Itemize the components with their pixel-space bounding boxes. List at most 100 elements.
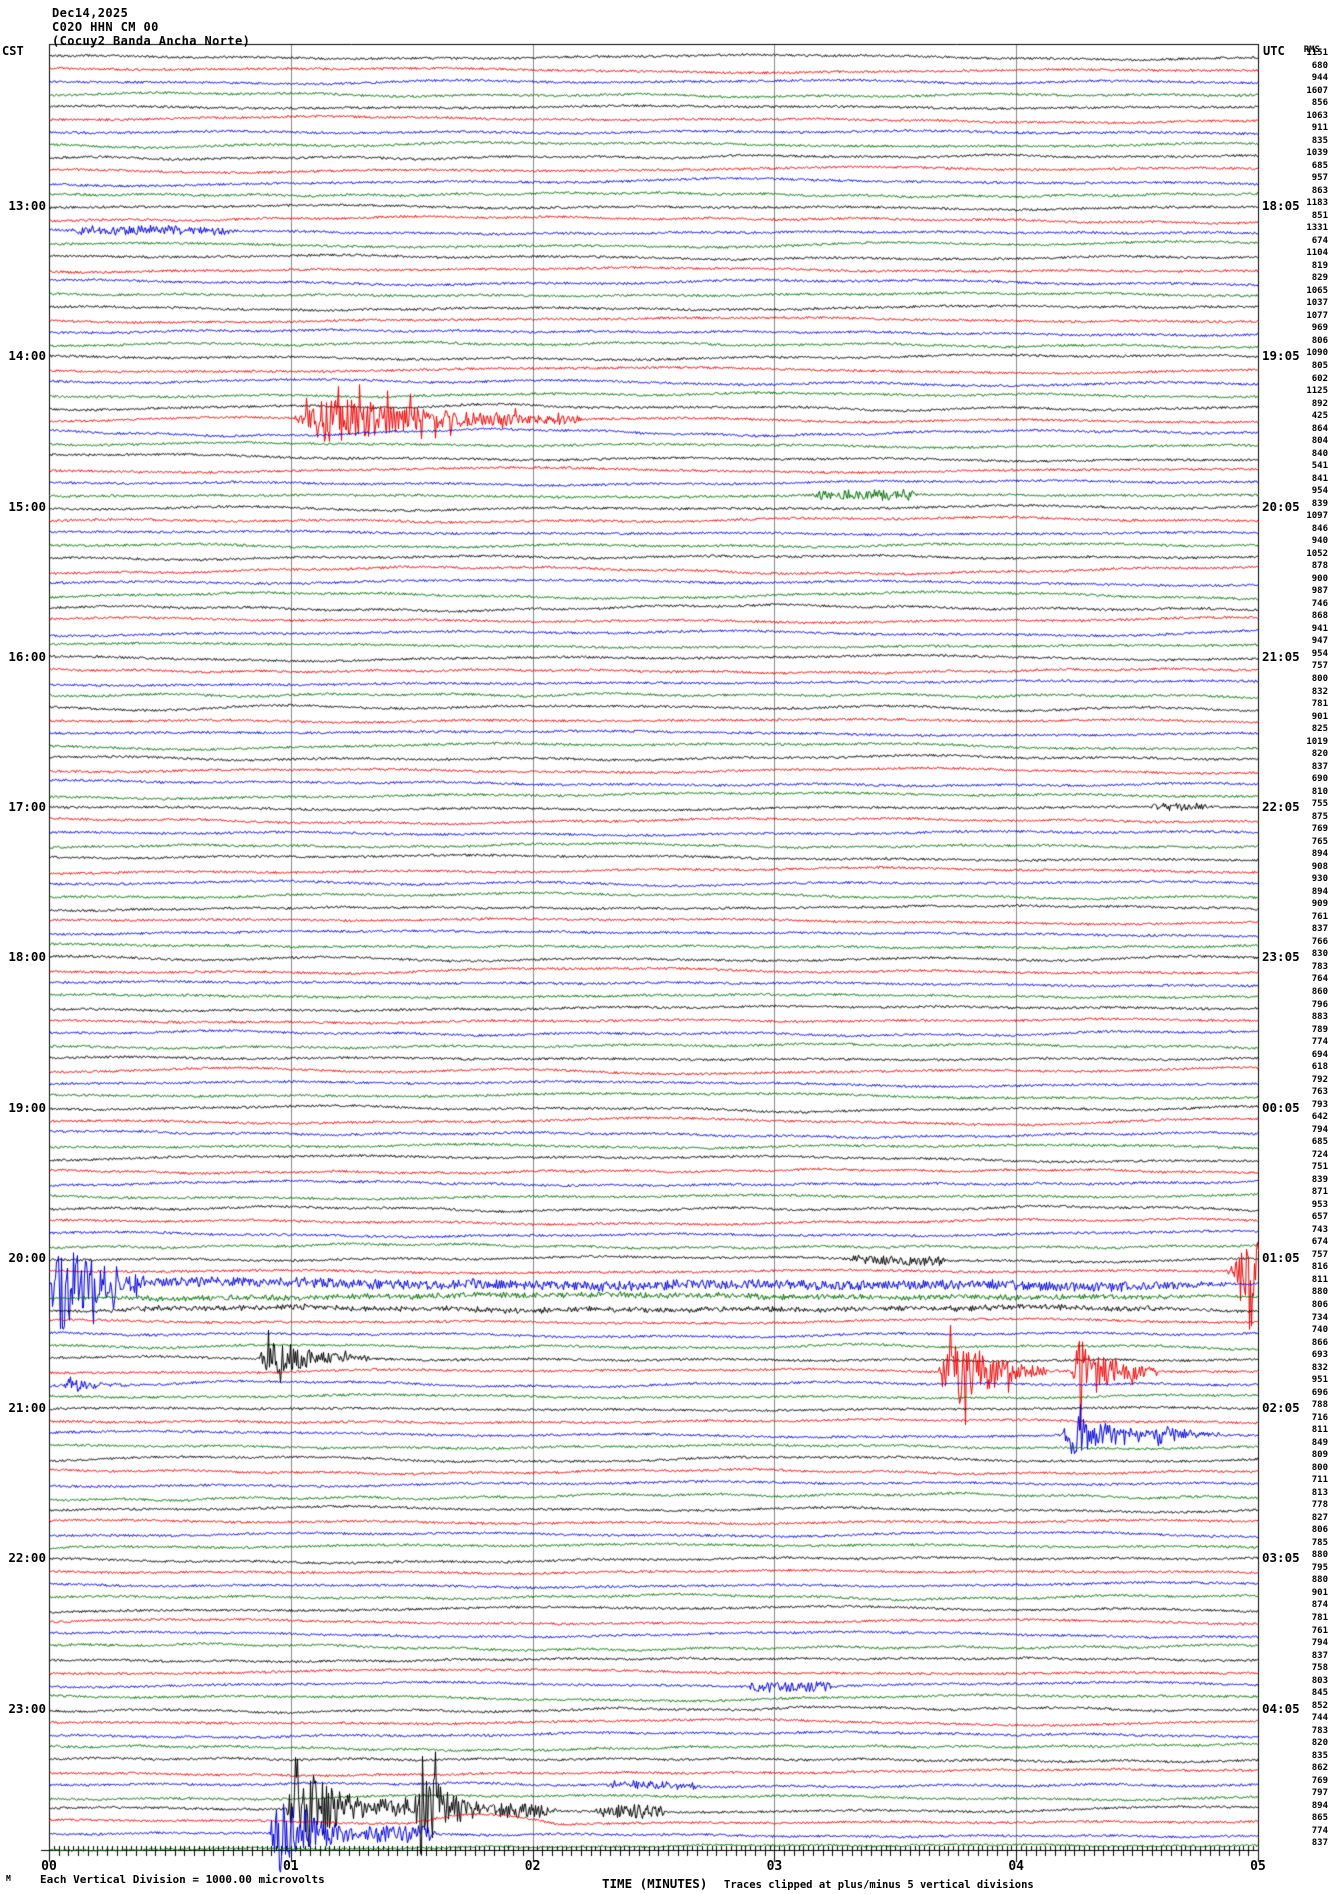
rms-value: 880 <box>1311 1575 1328 1586</box>
rms-value: 788 <box>1311 1400 1328 1411</box>
rms-value: 761 <box>1311 911 1328 922</box>
right-timezone-label: UTC <box>1263 44 1285 58</box>
minute-tick-label: 04 <box>1008 1859 1025 1874</box>
rms-value: 969 <box>1311 323 1328 334</box>
utc-hour-label: 18:05 <box>1262 198 1300 214</box>
cst-hour-label: 22:00 <box>8 1550 46 1566</box>
rms-value: 757 <box>1311 661 1328 672</box>
cst-hour-label: 14:00 <box>8 348 46 364</box>
rms-value: 863 <box>1311 185 1328 196</box>
rms-value: 851 <box>1311 210 1328 221</box>
rms-value: 806 <box>1311 1525 1328 1536</box>
rms-value: 1063 <box>1306 110 1328 121</box>
rms-value: 837 <box>1311 1650 1328 1661</box>
rms-value: 657 <box>1311 1212 1328 1223</box>
rms-value: 783 <box>1311 1725 1328 1736</box>
rms-value: 865 <box>1311 1813 1328 1824</box>
rms-value: 832 <box>1311 1362 1328 1373</box>
rms-value: 1090 <box>1306 348 1328 359</box>
rms-value: 868 <box>1311 611 1328 622</box>
left-timezone-label: CST <box>2 44 24 58</box>
rms-value: 849 <box>1311 1437 1328 1448</box>
rms-value: 805 <box>1311 361 1328 371</box>
rms-value: 769 <box>1311 824 1328 835</box>
rms-value: 901 <box>1311 711 1328 722</box>
rms-value: 724 <box>1311 1149 1328 1160</box>
rms-value: 744 <box>1311 1713 1328 1724</box>
rms-value: 602 <box>1311 373 1328 384</box>
cst-hour-label: 20:00 <box>8 1249 46 1265</box>
rms-value: 1077 <box>1306 310 1328 321</box>
rms-value: 856 <box>1311 98 1328 109</box>
rms-value: 820 <box>1311 749 1328 760</box>
utc-hour-label: 19:05 <box>1262 348 1300 364</box>
rms-value: 796 <box>1311 999 1328 1010</box>
utc-hour-label: 02:05 <box>1262 1400 1300 1416</box>
rms-value: 642 <box>1311 1112 1328 1123</box>
cst-hour-label: 17:00 <box>8 799 46 815</box>
utc-hour-label: 04:05 <box>1262 1700 1300 1716</box>
rms-value: 743 <box>1311 1224 1328 1235</box>
rms-value: 894 <box>1311 849 1328 860</box>
rms-value: 680 <box>1311 60 1328 71</box>
rms-value: 957 <box>1311 173 1328 184</box>
scale-marker-glyph: M <box>6 1874 11 1883</box>
rms-value: 819 <box>1311 260 1328 271</box>
rms-value: 839 <box>1311 498 1328 509</box>
rms-value: 757 <box>1311 1249 1328 1260</box>
rms-value: 875 <box>1311 811 1328 822</box>
minute-tick-label: 00 <box>41 1859 57 1874</box>
rms-value: 696 <box>1311 1387 1328 1398</box>
rms-value: 789 <box>1311 1024 1328 1035</box>
rms-value: 425 <box>1311 411 1328 422</box>
rms-value: 774 <box>1311 1037 1328 1048</box>
rms-value: 951 <box>1311 1375 1328 1386</box>
station-code: C02O HHN CM 00 <box>52 20 159 34</box>
rms-value: 763 <box>1311 1087 1328 1098</box>
rms-value: 832 <box>1311 686 1328 697</box>
rms-value: 820 <box>1311 1738 1328 1749</box>
utc-hour-label: 20:05 <box>1262 498 1300 514</box>
cst-hour-label: 21:00 <box>8 1400 46 1416</box>
rms-value: 894 <box>1311 886 1328 897</box>
rms-value: 880 <box>1311 1287 1328 1298</box>
rms-value: 944 <box>1311 73 1328 84</box>
rms-value: 674 <box>1311 235 1328 246</box>
rms-value: 845 <box>1311 1688 1328 1699</box>
rms-value: 800 <box>1311 1462 1328 1473</box>
rms-value: 810 <box>1311 786 1328 797</box>
rms-value: 804 <box>1311 436 1328 447</box>
rms-value: 954 <box>1311 648 1328 659</box>
rms-value: 795 <box>1311 1562 1328 1573</box>
rms-value: 837 <box>1311 1838 1328 1849</box>
rms-value: 685 <box>1311 1137 1328 1148</box>
rms-value: 813 <box>1311 1487 1328 1498</box>
rms-value: 911 <box>1311 123 1328 134</box>
cst-hour-label: 23:00 <box>8 1700 46 1716</box>
rms-value: 871 <box>1311 1187 1328 1198</box>
rms-value: 797 <box>1311 1788 1328 1799</box>
rms-value: 930 <box>1311 874 1328 885</box>
rms-value: 746 <box>1311 598 1328 609</box>
rms-value: 766 <box>1311 936 1328 947</box>
rms-value: 774 <box>1311 1825 1328 1836</box>
rms-value: 792 <box>1311 1074 1328 1085</box>
rms-value: 892 <box>1311 398 1328 409</box>
rms-value: 1125 <box>1306 386 1328 397</box>
rms-value: 874 <box>1311 1600 1328 1611</box>
rms-value: 1104 <box>1306 248 1328 259</box>
rms-value: 862 <box>1311 1763 1328 1774</box>
date-title: Dec14,2025 <box>52 6 129 20</box>
rms-value: 878 <box>1311 561 1328 572</box>
rms-value: 794 <box>1311 1638 1328 1649</box>
rms-value: 835 <box>1311 1750 1328 1761</box>
rms-value: 864 <box>1311 423 1328 434</box>
utc-hour-label: 01:05 <box>1262 1249 1300 1265</box>
clip-note: Traces clipped at plus/minus 5 vertical … <box>724 1879 1034 1891</box>
minute-tick-label: 01 <box>282 1859 299 1874</box>
rms-value: 1037 <box>1306 298 1328 309</box>
rms-value: 852 <box>1311 1700 1328 1711</box>
cst-hour-label: 16:00 <box>8 648 46 664</box>
cst-hour-label: 15:00 <box>8 498 46 514</box>
